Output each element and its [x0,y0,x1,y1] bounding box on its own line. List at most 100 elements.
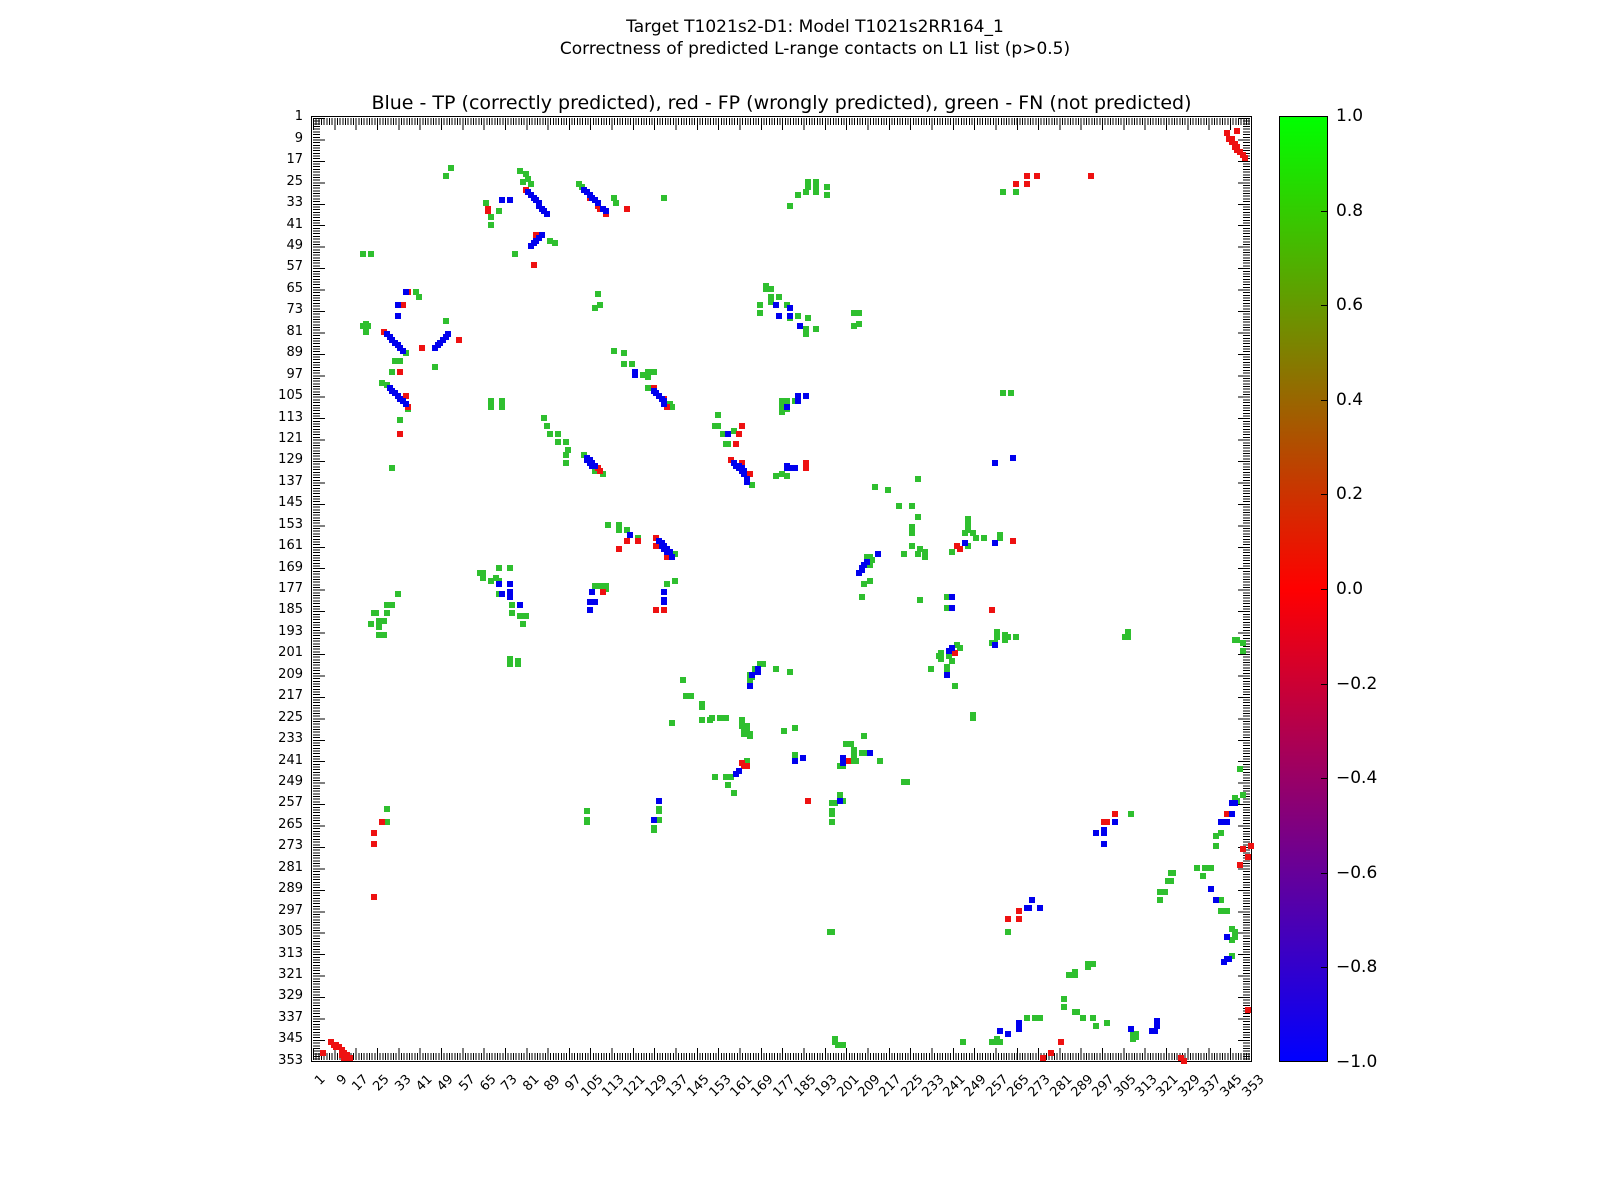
contact-point [957,545,964,552]
contact-point [663,553,670,560]
contact-point [1085,963,1092,970]
contact-point [655,797,662,804]
contact-point [775,293,782,300]
contact-point [743,478,750,485]
contact-point [1247,843,1254,850]
contact-point [853,757,860,764]
contact-point [623,537,630,544]
contact-point [813,184,820,190]
contact-point [981,535,988,542]
contact-point [394,591,401,598]
contact-point [389,602,396,609]
contact-point [1234,127,1241,134]
contact-point [487,578,494,584]
contact-point [901,551,908,558]
contact-point [823,184,830,190]
y-tick-label: 1 [294,109,303,125]
contact-point [946,647,953,654]
contact-point [365,323,372,330]
y-tick-label: 57 [286,259,303,275]
contact-point [663,580,670,587]
contact-point [1199,872,1206,879]
contact-point [813,326,820,333]
contact-point [495,580,502,587]
contact-point [394,312,401,319]
contact-point [922,548,929,555]
contact-point [506,564,513,571]
y-tick-label: 81 [286,323,303,339]
contact-point [1005,634,1012,641]
contact-point [813,178,820,185]
y-tick-label: 25 [286,173,303,189]
y-tick-label: 233 [278,731,303,747]
colorbar-tick [1321,399,1328,401]
y-tick-label: 265 [278,816,303,832]
y-tick-label: 145 [278,495,303,511]
contact-point [397,430,404,437]
contact-point [360,251,366,257]
contact-point [730,789,737,796]
contact-point [1170,870,1177,877]
contact-point [1093,1022,1100,1029]
contact-point [1007,390,1014,397]
contact-point [759,661,766,667]
contact-point [402,401,409,408]
contact-point [775,312,782,319]
contact-point [687,693,694,700]
contact-point [970,529,977,536]
contact-point [402,288,409,295]
contact-point [1181,1057,1187,1064]
contact-point [631,371,638,378]
contact-point [376,618,382,625]
colorbar-tick [1321,683,1328,685]
colorbar-tick [1321,589,1328,590]
contact-point [805,315,812,322]
y-tick-label: 9 [294,130,303,146]
contact-point [1223,130,1230,137]
contact-point [597,583,604,590]
contact-point [791,465,798,472]
contact-point [1213,843,1219,850]
x-axis-top-major-ticks [313,118,1250,130]
contact-point [1245,854,1251,860]
colorbar-tick-label: 0.2 [1336,484,1364,505]
contact-point [850,749,857,756]
contact-point [813,189,820,196]
contact-point [1202,864,1209,871]
contact-point [786,304,793,311]
contact-point [1066,971,1073,978]
contact-point [855,320,862,327]
contact-point [1239,845,1246,852]
contact-point [727,773,734,780]
contact-point [805,797,812,804]
contact-point [623,205,630,212]
contact-point [997,1028,1004,1035]
contact-point [839,754,846,761]
contact-point [1058,1038,1065,1045]
contact-point [586,599,593,606]
contact-point [1015,1020,1022,1027]
contact-point [786,669,793,676]
contact-point [362,328,369,335]
contact-point [709,714,716,721]
contact-point [498,591,505,598]
contact-point [927,666,934,673]
colorbar-tick-label: −0.4 [1336,768,1378,789]
contact-point [1223,907,1230,914]
contact-point [735,768,742,775]
contact-point [746,682,753,689]
colorbar-tick [1321,494,1328,496]
contact-point [858,594,865,600]
y-axis-right-major-ticks [1238,118,1250,1060]
colorbar [1279,116,1328,1062]
contact-point [517,167,524,174]
colorbar-tick [1321,778,1328,780]
contact-point [583,808,590,815]
contact-point [725,441,732,448]
contact-point [847,741,854,748]
contact-point [1026,904,1033,911]
contact-point [1013,634,1020,641]
contact-point [863,559,870,566]
contact-point [1127,811,1134,818]
contact-point [626,532,633,539]
